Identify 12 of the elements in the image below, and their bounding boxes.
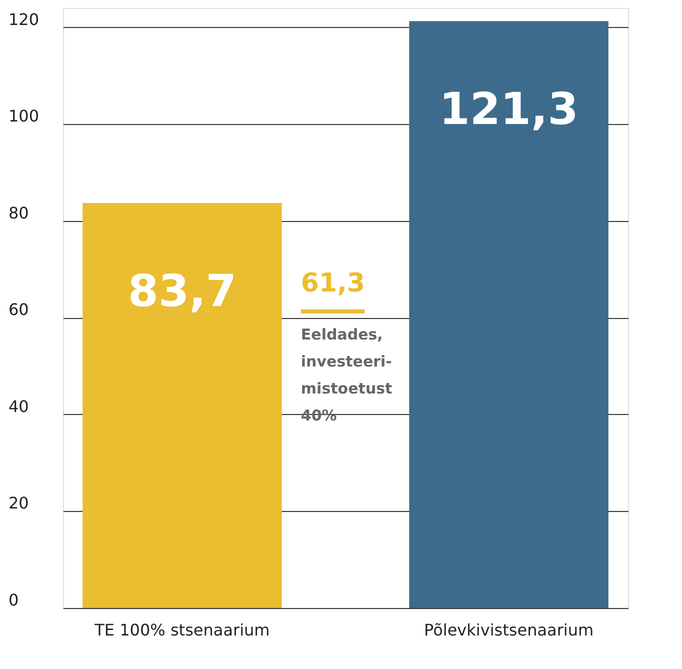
x-tick-label: TE 100% stsenaarium [94, 620, 270, 640]
ref-line-label: 61,3 [300, 268, 366, 298]
y-tick-label: 120 [8, 10, 40, 29]
data-label: 83,7 [128, 266, 236, 317]
data-label: 121,3 [439, 84, 578, 136]
y-tick-label: 60 [8, 300, 29, 320]
y-tick-label: 20 [8, 494, 29, 513]
y-tick-label: 0 [8, 590, 19, 610]
y-tick-label: 40 [8, 396, 29, 416]
y-tick-label: 100 [8, 106, 40, 126]
x-tick-label: Põlevkivistsenaarium [424, 620, 594, 640]
y-tick-label: 80 [8, 203, 29, 222]
